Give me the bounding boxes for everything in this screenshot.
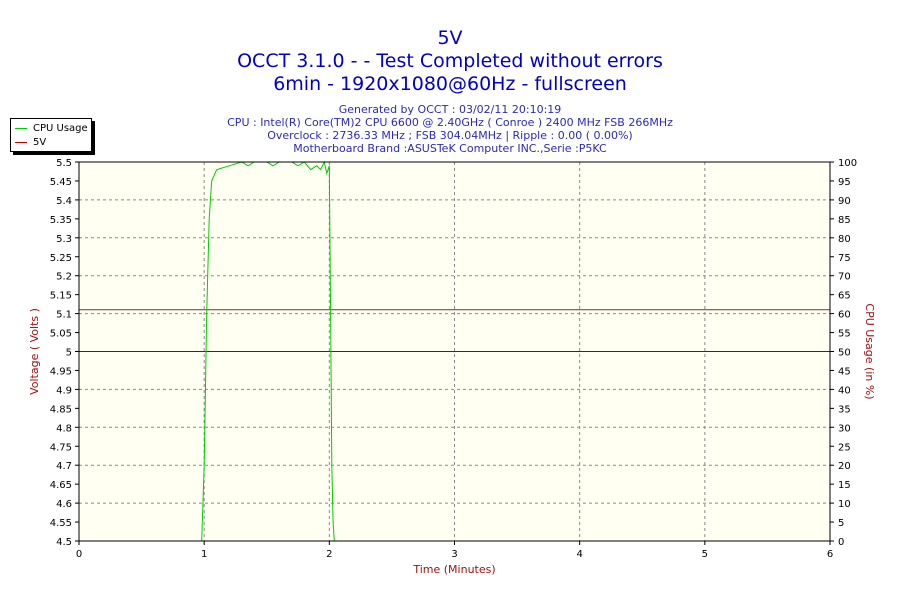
y-right-axis-title: CPU Usage (in %) [863,303,876,399]
y-left-tick-label: 5 [66,348,72,359]
y-left-tick-label: 5.35 [50,215,72,226]
y-right-tick-label: 75 [838,253,851,264]
y-left-tick-label: 4.6 [56,499,72,510]
y-left-tick-label: 5.5 [56,158,72,169]
y-left-tick-label: 4.5 [56,537,72,548]
y-left-tick-label: 5.2 [56,272,72,283]
legend-item-cpu-usage: CPU Usage [15,122,88,135]
y-right-tick-label: 20 [838,461,851,472]
y-right-tick-label: 0 [838,537,844,548]
x-tick-label: 3 [451,549,457,560]
legend: CPU Usage 5V [10,118,92,152]
y-right-tick-label: 60 [838,310,851,321]
y-right-tick-label: 15 [838,480,851,491]
y-right-tick-label: 95 [838,177,851,188]
y-right-tick-label: 100 [838,158,857,169]
y-left-tick-label: 4.55 [50,518,72,529]
y-right-tick-label: 85 [838,215,851,226]
y-left-tick-label: 5.3 [56,234,72,245]
x-tick-label: 2 [326,549,332,560]
info-cpu: CPU : Intel(R) Core(TM)2 CPU 6600 @ 2.40… [227,116,673,129]
y-right-tick-label: 5 [838,518,844,529]
y-right-tick-label: 40 [838,385,851,396]
y-left-tick-label: 4.95 [50,366,72,377]
chart-subtitle-test: OCCT 3.1.0 - - Test Completed without er… [237,50,663,72]
info-generated: Generated by OCCT : 03/02/11 20:10:19 [338,103,562,116]
legend-swatch-5v [15,141,27,143]
plot-border [78,161,831,542]
legend-label-5v: 5V [33,137,47,148]
x-tick-label: 6 [827,549,833,560]
y-right-tick-label: 35 [838,404,851,415]
x-tick-label: 4 [576,549,582,560]
info-motherboard: Motherboard Brand :ASUSTeK Computer INC.… [293,142,607,155]
y-left-tick-label: 4.8 [56,423,72,434]
y-right-tick-label: 65 [838,291,851,302]
legend-label-cpu-usage: CPU Usage [33,123,88,134]
y-left-tick-label: 5.15 [50,291,72,302]
y-left-tick-label: 4.9 [56,385,72,396]
x-tick-label: 0 [76,549,82,560]
x-tick-label: 1 [201,549,207,560]
chart-subtitle-config: 6min - 1920x1080@60Hz - fullscreen [273,73,627,95]
info-overclock: Overclock : 2736.33 MHz ; FSB 304.04MHz … [267,129,633,142]
y-right-tick-label: 10 [838,499,851,510]
y-left-tick-label: 5.4 [56,196,72,207]
legend-swatch-cpu-usage [15,127,27,129]
y-left-axis-title: Voltage ( Volts ) [28,308,41,395]
y-left-tick-label: 4.75 [50,442,72,453]
x-axis-title: Time (Minutes) [412,563,495,576]
y-right-tick-label: 80 [838,234,851,245]
chart-title: 5V [437,27,463,49]
y-left-tick-label: 4.65 [50,480,72,491]
y-right-tick-label: 25 [838,442,851,453]
y-left-tick-label: 5.05 [50,329,72,340]
y-right-tick-label: 45 [838,366,851,377]
y-left-tick-label: 5.25 [50,253,72,264]
legend-item-5v: 5V [15,136,46,149]
y-left-tick-label: 4.85 [50,404,72,415]
x-tick-label: 5 [702,549,708,560]
y-right-tick-label: 55 [838,329,851,340]
y-left-tick-label: 5.1 [56,310,72,321]
y-right-tick-label: 90 [838,196,851,207]
y-right-tick-label: 50 [838,348,851,359]
y-right-tick-label: 70 [838,272,851,283]
y-left-tick-label: 5.45 [50,177,72,188]
y-left-tick-label: 4.7 [56,461,72,472]
y-right-tick-label: 30 [838,423,851,434]
